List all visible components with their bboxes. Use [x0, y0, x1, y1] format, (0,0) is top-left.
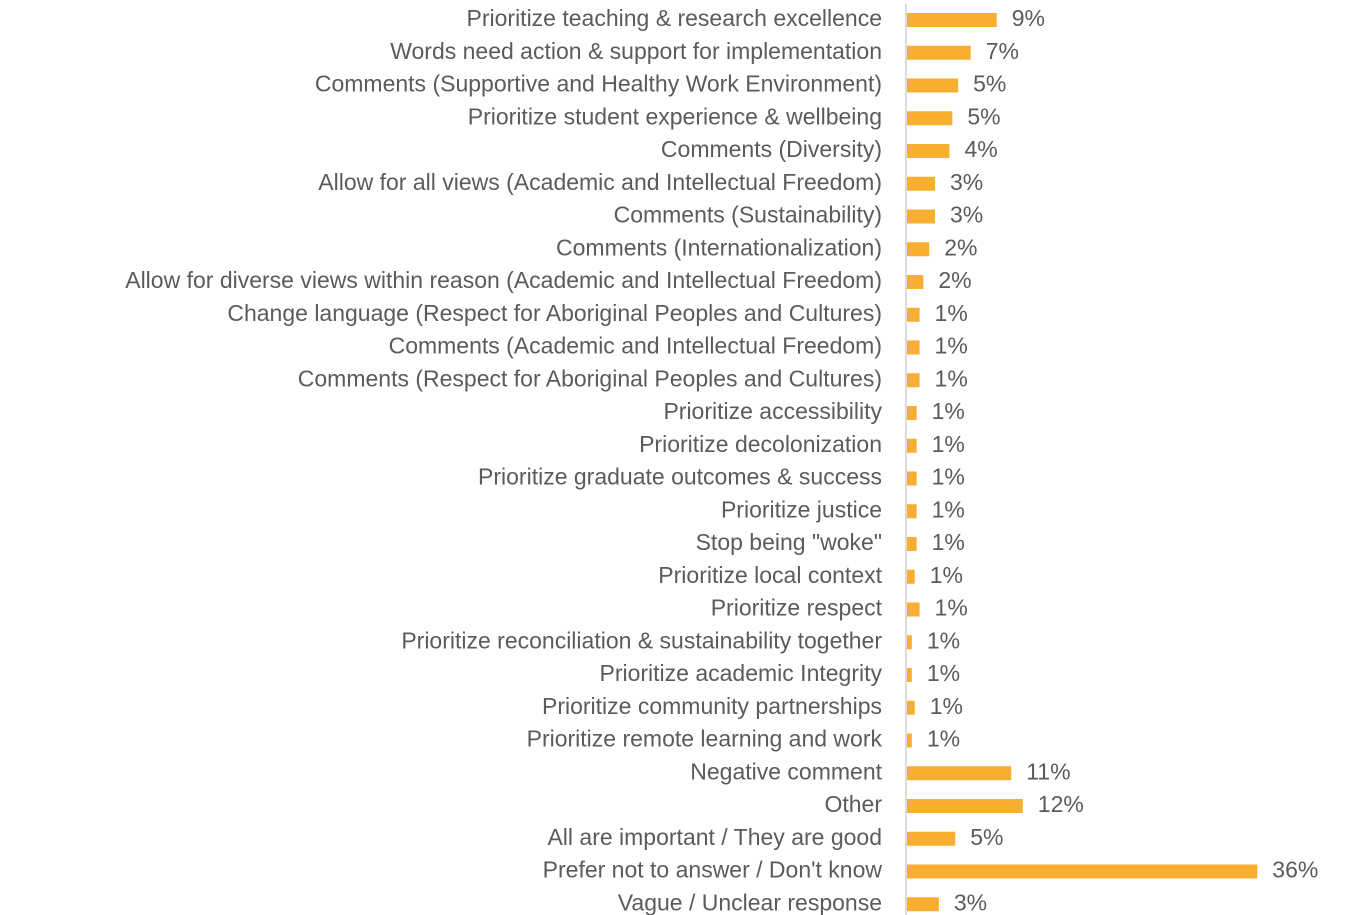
bar: [907, 13, 997, 27]
category-label: Stop being "woke": [696, 529, 882, 555]
data-label: 3%: [954, 889, 987, 915]
data-label: 1%: [932, 431, 965, 457]
data-label: 9%: [1012, 5, 1045, 31]
category-label: Comments (Diversity): [661, 136, 882, 162]
category-label: Prioritize local context: [658, 562, 882, 588]
bar: [907, 766, 1012, 781]
category-label: Comments (Sustainability): [614, 202, 882, 228]
data-label: 1%: [932, 464, 965, 490]
data-label: 1%: [927, 627, 960, 653]
category-label: Comments (Academic and Intellectual Free…: [389, 333, 882, 359]
category-label: Vague / Unclear response: [618, 889, 882, 915]
category-label: Comments (Supportive and Healthy Work En…: [315, 71, 882, 97]
data-label: 5%: [970, 824, 1003, 850]
bar: [907, 864, 1258, 879]
bar: [907, 668, 912, 682]
category-label: Prioritize academic Integrity: [600, 660, 883, 686]
category-label: Comments (Respect for Aboriginal Peoples…: [298, 365, 882, 391]
bar: [907, 537, 917, 551]
data-label: 36%: [1272, 857, 1318, 883]
bar: [907, 897, 939, 912]
bar: [907, 799, 1023, 813]
bar: [907, 635, 912, 650]
bar: [907, 602, 920, 617]
bar: [907, 275, 924, 289]
bar: [907, 471, 917, 486]
bar: [907, 733, 912, 748]
category-label: Prioritize teaching & research excellenc…: [467, 5, 882, 31]
bar: [907, 78, 959, 93]
bar: [907, 45, 971, 60]
data-label: 3%: [950, 202, 983, 228]
category-label: Words need action & support for implemen…: [390, 38, 882, 64]
category-label: Allow for all views (Academic and Intell…: [318, 169, 882, 195]
category-label: Prioritize reconciliation & sustainabili…: [401, 627, 882, 653]
data-label: 1%: [927, 660, 960, 686]
bar: [907, 176, 935, 191]
data-label: 1%: [932, 529, 965, 555]
data-label: 1%: [932, 496, 965, 522]
data-label: 7%: [986, 38, 1019, 64]
category-label: Prioritize decolonization: [639, 431, 882, 457]
data-label: 1%: [935, 300, 968, 326]
category-label: Comments (Internationalization): [556, 234, 882, 260]
bar: [907, 438, 917, 453]
bar: [907, 209, 935, 224]
category-label: Prioritize student experience & wellbein…: [468, 103, 882, 129]
bar: [907, 569, 915, 584]
data-label: 1%: [930, 562, 963, 588]
category-label: Change language (Respect for Aboriginal …: [227, 300, 882, 326]
data-label: 5%: [967, 103, 1000, 129]
data-label: 5%: [973, 71, 1006, 97]
bar: [907, 373, 920, 388]
category-label: Prioritize justice: [721, 496, 882, 522]
bar: [907, 700, 915, 715]
data-label: 4%: [964, 136, 997, 162]
data-label: 1%: [935, 365, 968, 391]
category-label: Prioritize accessibility: [663, 398, 882, 424]
bar: [907, 307, 920, 322]
category-label: Prioritize graduate outcomes & success: [478, 464, 882, 490]
category-label: Prioritize remote learning and work: [527, 726, 883, 752]
bar: [907, 340, 920, 355]
data-label: 1%: [932, 398, 965, 424]
bar: [907, 242, 930, 257]
data-label: 12%: [1038, 791, 1084, 817]
bar: [907, 111, 953, 126]
category-label: Allow for diverse views within reason (A…: [125, 267, 882, 293]
category-label: Prioritize respect: [711, 595, 883, 621]
data-label: 11%: [1026, 758, 1070, 784]
data-label: 1%: [935, 595, 968, 621]
category-label: Negative comment: [690, 758, 882, 784]
category-label: All are important / They are good: [547, 824, 882, 850]
data-label: 1%: [930, 693, 963, 719]
data-label: 3%: [950, 169, 983, 195]
bar: [907, 504, 917, 519]
data-label: 2%: [944, 234, 977, 260]
data-label: 1%: [927, 726, 960, 752]
category-label: Other: [824, 791, 882, 817]
category-label: Prioritize community partnerships: [542, 693, 882, 719]
data-label: 2%: [938, 267, 971, 293]
category-label: Prefer not to answer / Don't know: [543, 857, 883, 883]
data-label: 1%: [935, 333, 968, 359]
bar: [907, 406, 917, 420]
bar: [907, 831, 956, 846]
bar: [907, 144, 950, 158]
